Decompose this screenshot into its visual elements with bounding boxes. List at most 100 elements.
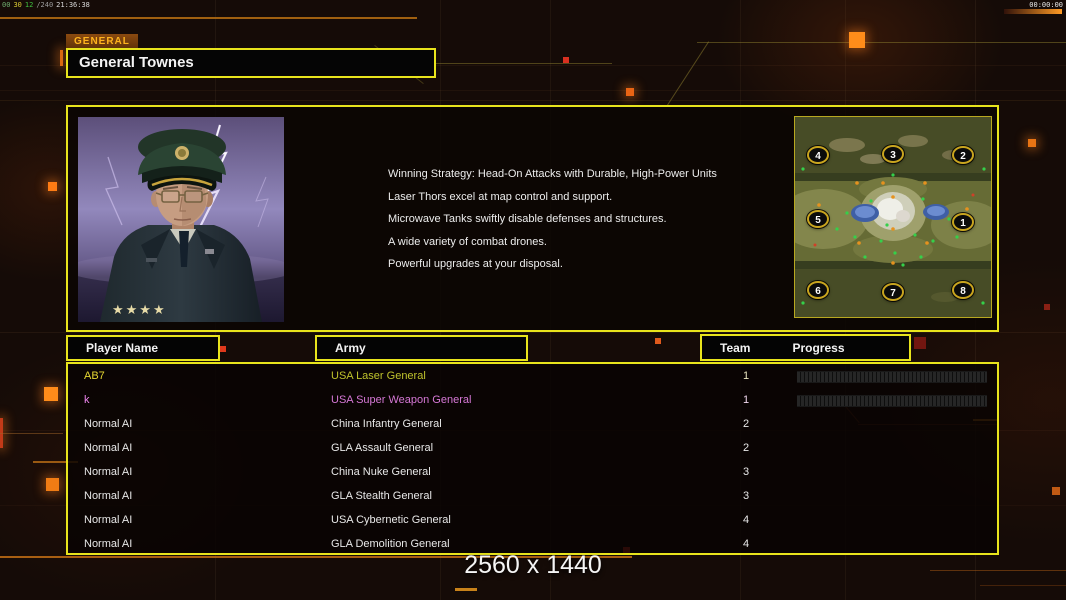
match-timer: 00:00:00 [1029, 1, 1063, 9]
team-number: 1 [742, 394, 750, 406]
progress-header-label: Progress [792, 340, 845, 355]
progress-bar [797, 371, 987, 383]
team-number: 3 [742, 466, 750, 478]
start-position-marker: 6 [807, 281, 829, 299]
team-header-label: Team [720, 340, 751, 355]
team-number: 3 [742, 490, 750, 502]
player-row: AB7 USA Laser General 1 [68, 364, 997, 388]
start-position-marker: 1 [952, 213, 974, 231]
briefing-line: A wide variety of combat drones. [388, 235, 547, 248]
army-name: GLA Demolition General [331, 538, 450, 550]
progress-bar [797, 395, 987, 407]
portrait-art: ★★★★ [78, 117, 284, 322]
player-name: Normal AI [84, 418, 133, 430]
general-tab-label: GENERAL [66, 34, 138, 49]
player-row: Normal AI GLA Assault General 2 [68, 436, 997, 460]
debug-segment: 00 [2, 1, 11, 9]
player-list-panel: AB7 USA Laser General 1 k USA Super Weapon G… [66, 362, 999, 555]
army-name: USA Cybernetic General [331, 514, 451, 526]
army-name: China Nuke General [331, 466, 431, 478]
decor-shape [0, 556, 632, 558]
army-name: USA Super Weapon General [331, 394, 472, 406]
army-header-label: Army [335, 341, 366, 355]
decor-shape [0, 100, 1066, 101]
debug-readout: 00 30 12/240 21:36:38 [2, 1, 93, 9]
svg-text:★★★★: ★★★★ [112, 303, 167, 318]
player-row: k USA Super Weapon General 1 [68, 388, 997, 412]
player-name-header-label: Player Name [86, 341, 159, 355]
army-name: GLA Assault General [331, 442, 434, 454]
decor-shape [930, 570, 1066, 571]
player-name: Normal AI [84, 538, 133, 550]
team-number: 4 [742, 514, 750, 526]
decor-shape [0, 65, 1066, 66]
player-row: Normal AI GLA Stealth General 3 [68, 484, 997, 508]
general-info-panel: ★★★★ Winning Strategy: Head-On Attacks w… [66, 105, 999, 332]
debug-segment: 21:36:38 [56, 1, 90, 9]
decor-shape [0, 332, 1066, 333]
decor-shape [626, 88, 634, 96]
briefing-line: Laser Thors excel at map control and sup… [388, 190, 613, 203]
player-name: AB7 [84, 370, 105, 382]
player-row: Normal AI China Infantry General 2 [68, 412, 997, 436]
start-position-marker: 5 [807, 210, 829, 228]
decor-shape [0, 17, 417, 19]
general-portrait: ★★★★ [78, 117, 284, 322]
briefing-text: Winning Strategy: Head-On Attacks with D… [388, 163, 808, 276]
player-row: Normal AI GLA Demolition General 4 [68, 532, 997, 556]
briefing-line: Powerful upgrades at your disposal. [388, 258, 563, 271]
player-row: Normal AI China Nuke General 3 [68, 460, 997, 484]
debug-segment: 30 [13, 1, 22, 9]
player-row: Normal AI USA Cybernetic General 4 [68, 508, 997, 532]
decor-shape [980, 585, 1066, 586]
team-number: 2 [742, 442, 750, 454]
column-header-army: Army [315, 335, 528, 361]
decor-shape [1004, 9, 1062, 14]
decor-shape [0, 433, 63, 434]
minimap: 1 2 3 4 5 6 7 8 [794, 116, 992, 318]
decor-shape [220, 346, 226, 352]
decor-shape [1028, 139, 1036, 147]
column-header-player-name: Player Name [66, 335, 220, 361]
briefing-line: Microwave Tanks swiftly disable defenses… [388, 213, 667, 226]
general-name-title: General Townes [66, 48, 436, 78]
team-number: 2 [742, 418, 750, 430]
start-position-marker: 4 [807, 146, 829, 164]
start-position-marker: 3 [882, 145, 904, 163]
start-position-marker: 2 [952, 146, 974, 164]
decor-shape [48, 182, 57, 191]
decor-shape [697, 42, 1066, 43]
start-position-marker: 8 [952, 281, 974, 299]
player-rows: AB7 USA Laser General 1 k USA Super Weapon G… [68, 364, 997, 556]
team-number: 4 [742, 538, 750, 550]
decor-shape [1044, 304, 1050, 310]
decor-shape [914, 337, 926, 349]
start-position-marker: 7 [882, 283, 904, 301]
player-name: k [84, 394, 90, 406]
decor-shape [60, 50, 63, 66]
army-name: China Infantry General [331, 418, 442, 430]
decor-shape [33, 461, 78, 463]
decor-shape [666, 41, 710, 106]
decor-shape [655, 338, 661, 344]
team-number: 1 [742, 370, 750, 382]
decor-shape [44, 387, 58, 401]
decor-shape [1052, 487, 1060, 495]
player-name: Normal AI [84, 514, 133, 526]
army-name: USA Laser General [331, 370, 426, 382]
army-name: GLA Stealth General [331, 490, 432, 502]
debug-segment: /240 [36, 1, 54, 9]
decor-shape [0, 90, 1066, 91]
player-name: Normal AI [84, 442, 133, 454]
debug-segment: 12 [24, 1, 34, 9]
decor-shape [849, 32, 865, 48]
player-name: Normal AI [84, 466, 133, 478]
resolution-caption: 2560 x 1440 [464, 551, 602, 579]
decor-shape [455, 588, 477, 591]
briefing-line: Winning Strategy: Head-On Attacks with D… [388, 168, 717, 180]
decor-shape [360, 63, 612, 64]
column-header-team-progress: Team Progress [700, 334, 911, 361]
player-name: Normal AI [84, 490, 133, 502]
decor-shape [563, 57, 569, 63]
decor-shape [46, 478, 59, 491]
